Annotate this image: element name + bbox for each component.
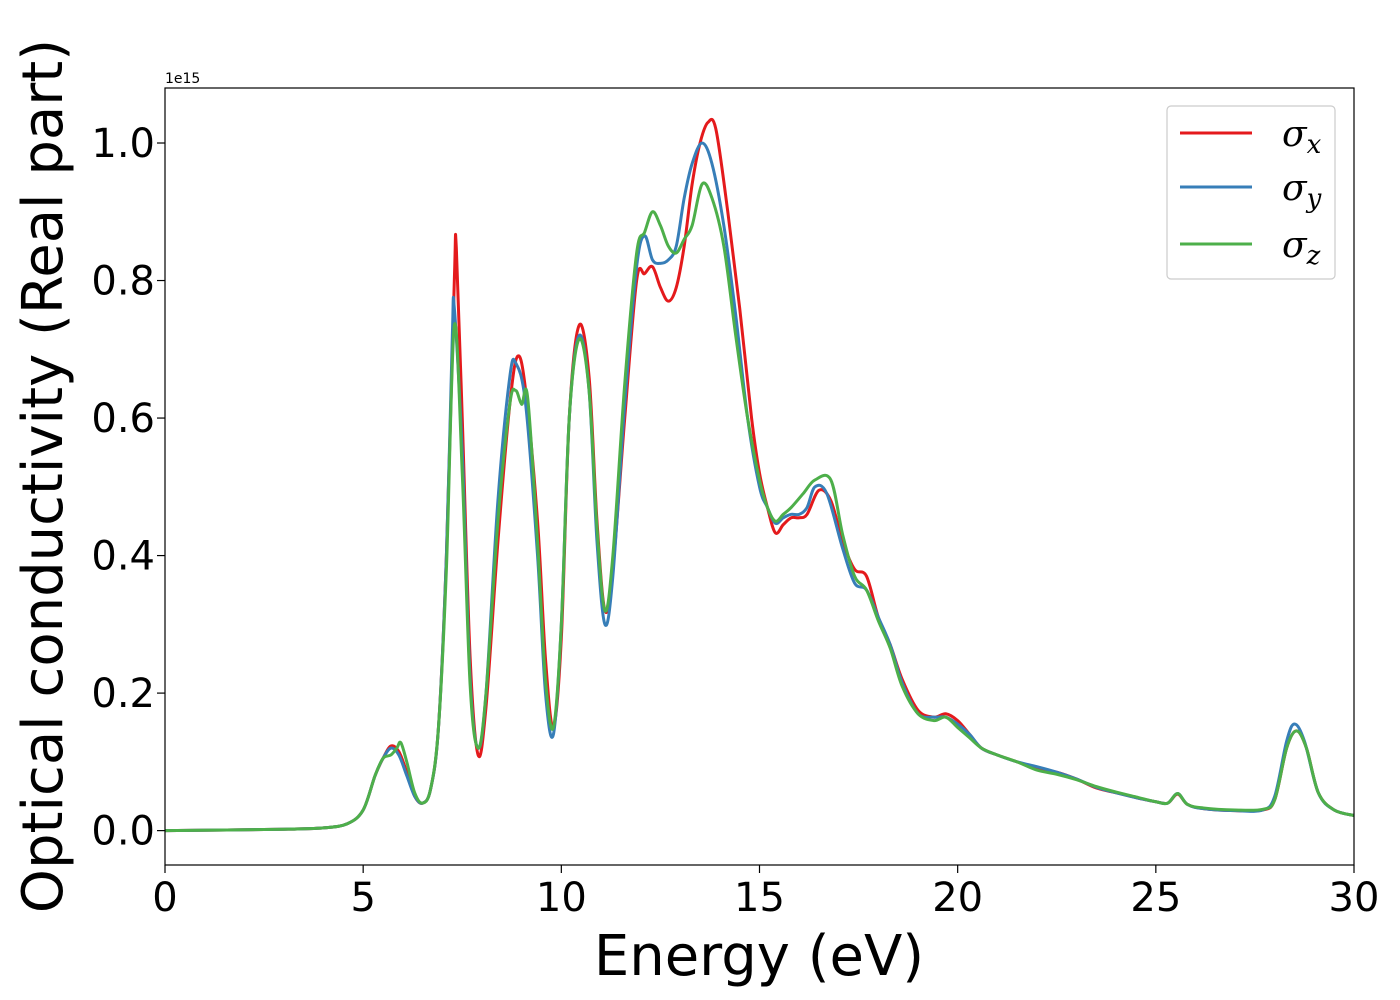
legend-subscript: x bbox=[1307, 130, 1322, 160]
legend-label-sigma-x: σx bbox=[1282, 114, 1322, 160]
y-tick-label: 0.0 bbox=[91, 809, 155, 855]
x-axis-title: Energy (eV) bbox=[594, 924, 924, 989]
x-tick-label: 10 bbox=[536, 875, 587, 921]
x-tick-label: 15 bbox=[734, 875, 785, 921]
x-tick-label: 0 bbox=[152, 875, 177, 921]
legend: σx σy σz bbox=[1166, 105, 1336, 280]
legend-symbol: σ bbox=[1282, 114, 1308, 155]
legend-label-sigma-y: σy bbox=[1282, 168, 1322, 214]
series-group bbox=[164, 117, 1355, 833]
legend-symbol: σ bbox=[1282, 168, 1308, 209]
y-offset-label: 1e15 bbox=[165, 71, 200, 87]
series-line-sigma-z bbox=[164, 181, 1355, 833]
x-tick-label: 20 bbox=[932, 875, 983, 921]
legend-subscript: y bbox=[1306, 184, 1322, 214]
x-tick-label: 5 bbox=[350, 875, 375, 921]
legend-label-sigma-z: σz bbox=[1282, 225, 1321, 271]
x-axis: 0 5 10 15 20 25 30 bbox=[152, 865, 1379, 921]
y-tick-label: 0.2 bbox=[91, 671, 155, 717]
y-tick-label: 1.0 bbox=[91, 121, 155, 167]
y-tick-label: 0.8 bbox=[91, 259, 155, 305]
x-tick-label: 25 bbox=[1130, 875, 1181, 921]
x-tick-label: 30 bbox=[1329, 875, 1380, 921]
legend-symbol: σ bbox=[1282, 225, 1308, 266]
legend-subscript: z bbox=[1306, 241, 1321, 271]
y-tick-label: 0.6 bbox=[91, 396, 155, 442]
y-axis: 0.0 0.2 0.4 0.6 0.8 1.0 bbox=[91, 121, 165, 855]
y-tick-label: 0.4 bbox=[91, 534, 155, 580]
legend-box bbox=[1166, 105, 1336, 280]
y-axis-title: Optical conductivity (Real part) bbox=[11, 39, 76, 913]
